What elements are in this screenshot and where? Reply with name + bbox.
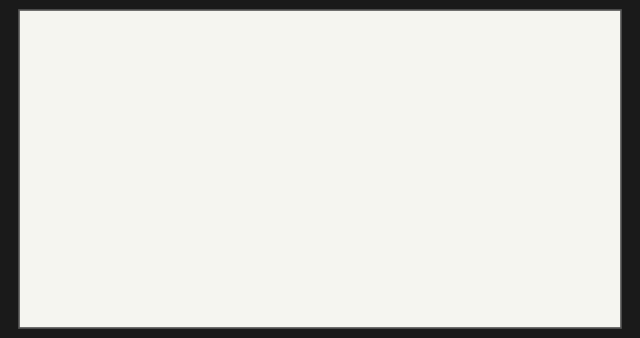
Text: 1.3x: 1.3x [404,231,441,246]
Text: Standard and Poors and Thomson Reuters as of 6/30/23: Standard and Poors and Thomson Reuters a… [26,304,338,314]
Text: 5.9x: 5.9x [404,146,441,161]
Text: 4.7x: 4.7x [532,104,569,119]
Text: S&P 1500 Pure Value Index: S&P 1500 Pure Value Index [19,273,253,288]
Text: S&P 600 Value Index: S&P 600 Value Index [19,231,198,246]
Text: 16.1x: 16.1x [271,189,318,203]
Text: 0.6x: 0.6x [532,231,569,246]
Text: Price to Sales: Price to Sales [492,46,609,61]
Text: NASDAQ 100 Index: NASDAQ 100 Index [19,104,182,119]
Text: S&P 1500 Growth Index: S&P 1500 Growth Index [19,146,223,161]
Text: 0.3x: 0.3x [532,273,569,288]
Text: 12.7x: 12.7x [271,231,318,246]
Text: Forward P/E: Forward P/E [243,46,346,61]
Text: 9.9x: 9.9x [276,273,313,288]
Text: 28.6x: 28.6x [271,104,318,119]
Text: Price to Book: Price to Book [365,46,479,61]
Text: 3.2x: 3.2x [532,146,569,161]
Text: S&P 1500 Value Index: S&P 1500 Value Index [19,189,208,203]
Text: 0.8x: 0.8x [404,273,441,288]
Text: 7.6x: 7.6x [404,104,441,119]
Text: 20.5x: 20.5x [271,146,318,161]
Text: 2.5x: 2.5x [404,189,441,203]
Text: 1.5x: 1.5x [532,189,569,203]
